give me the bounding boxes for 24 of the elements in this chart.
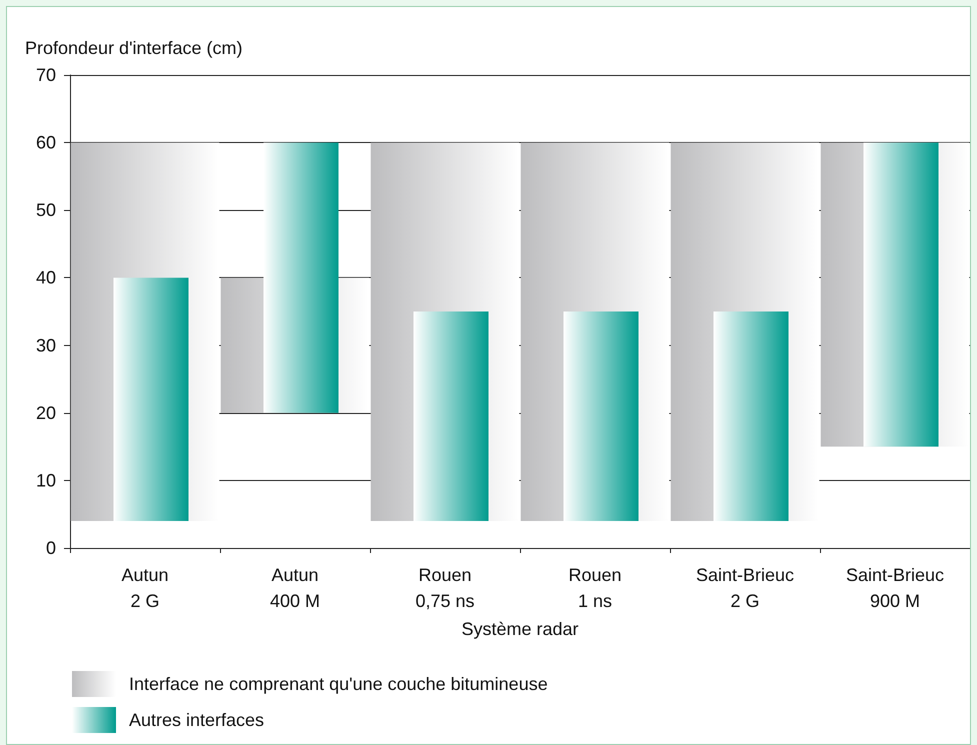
y-tick-label: 60 bbox=[36, 132, 56, 153]
x-tick-label: Rouen 1 ns bbox=[568, 565, 622, 611]
bar bbox=[114, 278, 188, 521]
bar bbox=[714, 312, 788, 521]
y-tick-label: 0 bbox=[46, 538, 56, 558]
x-tick-label: Autun 400 M bbox=[270, 565, 320, 611]
y-tick-label: 10 bbox=[36, 470, 56, 490]
y-tick-label: 70 bbox=[36, 65, 56, 85]
bar bbox=[564, 312, 638, 521]
legend-label: Interface ne comprenant qu'une couche bitumineuse bbox=[129, 674, 548, 694]
x-tick-label: Rouen 0,75 ns bbox=[415, 565, 475, 611]
x-tick-label: Autun 2 G bbox=[121, 565, 169, 611]
bar bbox=[264, 142, 338, 413]
y-axis-title: Profondeur d'interface (cm) bbox=[25, 38, 243, 58]
legend-label: Autres interfaces bbox=[129, 710, 264, 730]
y-tick-label: 40 bbox=[36, 268, 56, 288]
x-tick-label: Saint-Brieuc 900 M bbox=[846, 565, 944, 611]
x-tick-label: Saint-Brieuc 2 G bbox=[696, 565, 794, 611]
y-tick-label: 30 bbox=[36, 335, 56, 356]
y-tick-label: 20 bbox=[36, 402, 56, 423]
x-axis-title: Système radar bbox=[461, 619, 579, 639]
y-tick-label: 50 bbox=[36, 200, 56, 220]
bar bbox=[864, 142, 938, 447]
bar bbox=[414, 312, 488, 521]
